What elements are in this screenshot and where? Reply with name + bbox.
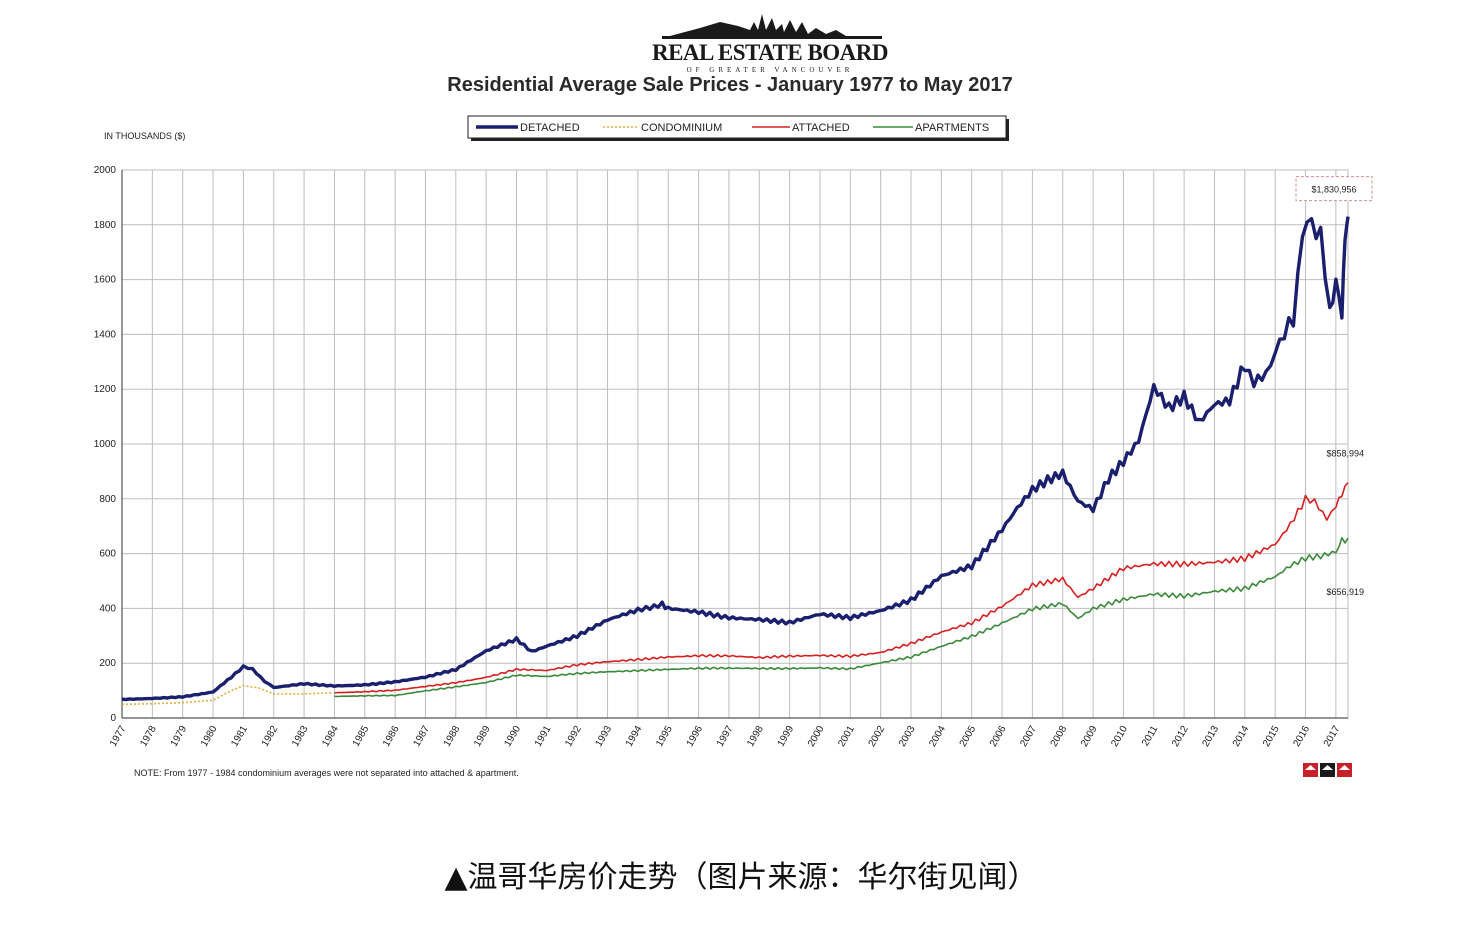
x-tick-label: 2016 — [1291, 724, 1312, 749]
x-tick-label: 2013 — [1200, 724, 1221, 749]
legend-box — [467, 115, 1007, 139]
x-tick-label: 2005 — [958, 724, 979, 749]
x-tick-label: 2003 — [897, 724, 918, 749]
y-tick-label: 600 — [99, 549, 116, 560]
logo-name: REAL ESTATE BOARD — [651, 40, 889, 65]
x-tick-label: 2009 — [1079, 724, 1100, 749]
image-caption: ▲温哥华房价走势（图片来源：华尔街见闻） — [444, 860, 1038, 895]
x-tick-label: 2008 — [1049, 724, 1070, 749]
x-tick-label: 1980 — [199, 724, 220, 749]
y-tick-label: 1400 — [94, 329, 117, 340]
y-tick-label: 400 — [99, 603, 116, 614]
logo-subtitle: OF GREATER VANCOUVER — [686, 66, 854, 74]
x-tick-label: 2004 — [927, 724, 948, 749]
x-tick-label: 1999 — [776, 724, 797, 749]
y-tick-label: 1000 — [94, 439, 117, 450]
x-tick-label: 1992 — [563, 724, 584, 749]
x-tick-label: 1993 — [593, 724, 614, 749]
y-axis-label: IN THOUSANDS ($) — [104, 131, 185, 141]
x-tick-label: 1986 — [381, 724, 402, 749]
legend-label: ATTACHED — [792, 122, 850, 134]
y-tick-label: 800 — [99, 494, 116, 505]
y-tick-label: 1600 — [94, 275, 117, 286]
x-tick-label: 2007 — [1018, 724, 1039, 749]
x-tick-label: 1987 — [411, 724, 432, 749]
series-line-condominium — [121, 684, 332, 706]
x-tick-label: 1988 — [442, 724, 463, 749]
x-tick-label: 1977 — [108, 724, 129, 749]
y-tick-label: 1800 — [94, 220, 117, 231]
x-tick-label: 2002 — [867, 724, 888, 749]
x-tick-label: 1982 — [260, 724, 281, 749]
x-tick-label: 1990 — [502, 724, 523, 749]
chart-note: NOTE: From 1977 - 1984 condominium avera… — [134, 768, 519, 778]
y-tick-label: 2000 — [94, 165, 117, 176]
x-tick-label: 2017 — [1322, 724, 1343, 749]
y-tick-label: 0 — [110, 713, 116, 724]
series-lines — [121, 216, 1350, 706]
x-tick-label: 1998 — [745, 724, 766, 749]
x-tick-label: 2010 — [1109, 724, 1130, 749]
x-tick-label: 2011 — [1140, 724, 1160, 749]
x-tick-label: 1997 — [715, 724, 736, 749]
chart-title: Residential Average Sale Prices - Januar… — [447, 74, 1013, 96]
annotation-label: $1,830,956 — [1311, 185, 1356, 195]
x-tick-label: 2000 — [806, 724, 827, 749]
annotation-label: $656,919 — [1326, 587, 1364, 597]
x-tick-label: 1983 — [290, 724, 311, 749]
x-tick-label: 2001 — [836, 724, 857, 749]
series-line-detached — [121, 216, 1350, 702]
y-tick-label: 200 — [99, 658, 116, 669]
x-tick-label: 1989 — [472, 724, 493, 749]
x-tick-label: 2006 — [988, 724, 1009, 749]
x-tick-label: 1985 — [351, 724, 372, 749]
x-tick-label: 2012 — [1170, 724, 1191, 749]
y-tick-label: 1200 — [94, 384, 117, 395]
legend-label: DETACHED — [520, 122, 580, 134]
mls-logo-icon — [1303, 763, 1352, 777]
x-tick-label: 1979 — [169, 724, 190, 749]
series-line-apartments — [334, 536, 1349, 698]
x-tick-label: 1981 — [229, 724, 250, 749]
legend-label: CONDOMINIUM — [641, 122, 722, 134]
x-tick-label: 1991 — [533, 724, 554, 749]
axis-ticks: 0 200 400 600 800 1000 1200 1400 1600 1800 2000 197… — [94, 165, 1343, 749]
annotations: $1,830,956 $858,994 $656,919 — [1295, 176, 1373, 597]
legend: DETACHED CONDOMINIUM ATTACHED APARTMENTS — [467, 115, 1009, 141]
line-chart: DETACHED CONDOMINIUM ATTACHED APARTMENTS IN… — [94, 115, 1373, 778]
x-tick-label: 2015 — [1261, 724, 1282, 749]
x-tick-label: 1978 — [138, 724, 159, 749]
legend-label: APARTMENTS — [915, 122, 989, 134]
x-tick-label: 2014 — [1231, 724, 1252, 749]
x-tick-label: 1995 — [654, 724, 675, 749]
logo-skyline — [662, 14, 882, 39]
x-tick-label: 1994 — [624, 724, 645, 749]
x-tick-label: 1984 — [320, 724, 341, 749]
annotation-label: $858,994 — [1326, 449, 1364, 459]
x-tick-label: 1996 — [685, 724, 706, 749]
grid — [121, 169, 1349, 719]
series-line-attached — [334, 482, 1349, 694]
annotation-box — [1295, 176, 1373, 202]
